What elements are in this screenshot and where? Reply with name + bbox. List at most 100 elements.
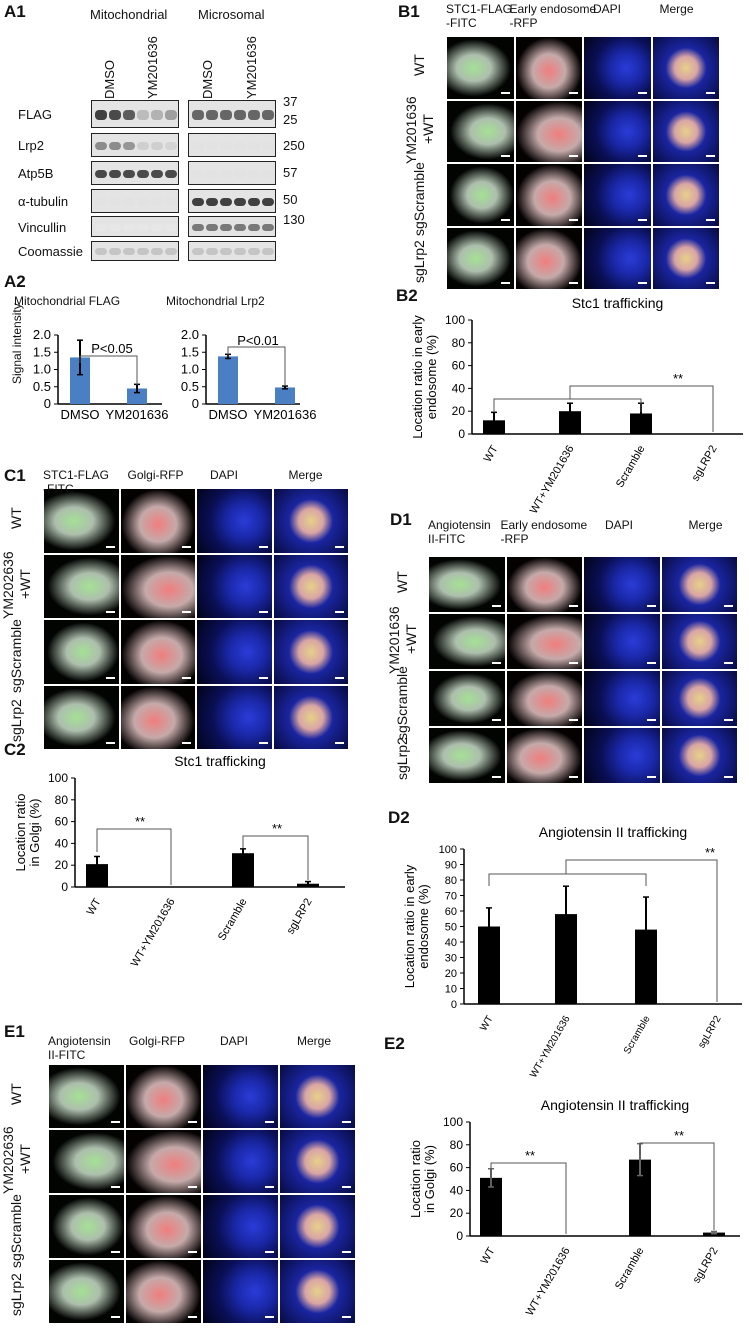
- significance-label: **: [525, 1148, 535, 1163]
- x-tick-label: YM201636: [106, 407, 169, 422]
- y-axis-label: in Golgi (%): [422, 1145, 437, 1213]
- panel-label-c2: C2: [4, 740, 26, 759]
- blot-strip: [188, 189, 276, 213]
- scale-bar: [637, 91, 647, 94]
- bracket-d2-group: [488, 873, 647, 886]
- row-label: sgScramble: [8, 1193, 24, 1268]
- blot-band: [192, 110, 204, 120]
- panel-label-a2: A2: [4, 272, 26, 291]
- micrograph-d1-r3-c1: [505, 727, 583, 784]
- scale-bar: [335, 742, 344, 744]
- chart-title: Angiotensin II trafficking: [539, 824, 687, 840]
- micrograph-c1-r2-c2: [196, 619, 273, 685]
- blot-band: [95, 169, 107, 179]
- y-tick-label: 0: [44, 396, 51, 411]
- blot-strip: [188, 161, 276, 185]
- chart-b2: 0 20 40 60 80 100 WT WT+YM201636 Scramble sgLRP2 S…: [410, 295, 743, 516]
- scale-bar: [569, 282, 578, 284]
- x-tick-label: Scramble: [613, 1246, 647, 1292]
- scale-bar: [188, 1121, 197, 1123]
- y-tick-label: 0.5: [181, 379, 199, 394]
- blot-band: [220, 110, 232, 120]
- blot-band: [220, 248, 232, 256]
- blot-band: [248, 169, 260, 179]
- scale-bar: [188, 1316, 197, 1318]
- x-tick-label: sgLRP2: [691, 1246, 721, 1286]
- micrograph-d1-r1-c2: [583, 613, 661, 670]
- column-header: Golgi-RFP: [129, 1034, 186, 1048]
- x-tick-label: WT: [85, 896, 104, 917]
- x-tick-label: DMSO: [61, 407, 100, 422]
- y-tick-label: 1.0: [33, 362, 51, 377]
- blot-band: [248, 110, 260, 120]
- y-tick-label: 60: [452, 359, 466, 373]
- blot-marker-label: 250: [283, 138, 305, 153]
- micrograph-e1-r0-c1: [125, 1064, 202, 1129]
- micrograph-c1-r0-c1: [119, 488, 196, 554]
- blot-band: [220, 223, 232, 231]
- micrograph-b1-r1-c1: [514, 99, 583, 163]
- x-tick-label: DMSO: [209, 407, 248, 422]
- y-tick-label: 100: [443, 1115, 463, 1129]
- panel-label-d1: D1: [390, 510, 412, 529]
- scale-bar: [706, 282, 715, 284]
- blot-band: [206, 169, 218, 179]
- micrograph-d1-r2-c2: [583, 670, 661, 727]
- blot-band: [262, 197, 274, 207]
- y-tick-label: 100: [48, 771, 68, 785]
- significance-label: P<0.05: [91, 341, 133, 356]
- y-tick-label: 20: [452, 404, 466, 418]
- bracket-e2-scr: **: [639, 1128, 715, 1230]
- scale-bar: [258, 676, 268, 679]
- micrograph-d1-r2-c0: [428, 670, 506, 727]
- scale-bar: [265, 1316, 274, 1318]
- row-label: WT: [411, 54, 427, 76]
- blot-band: [151, 248, 163, 256]
- blot-band: [220, 197, 232, 207]
- scale-bar: [500, 155, 510, 157]
- y-tick-label: 20: [445, 968, 457, 980]
- blot-band: [95, 197, 107, 207]
- blot-strip: [188, 216, 276, 237]
- micrograph-c1-r0-c2: [196, 488, 273, 554]
- blot-band: [151, 110, 163, 120]
- blot-band: [123, 141, 135, 151]
- scale-bar: [105, 676, 115, 679]
- blot-strip: [91, 100, 179, 128]
- scale-bar: [491, 605, 501, 607]
- column-header: Merge: [297, 1034, 332, 1048]
- scale-bar: [646, 662, 656, 664]
- scale-bar: [188, 1251, 197, 1253]
- panel-label-b2: B2: [396, 286, 418, 305]
- bar-a2-flag-0: [70, 357, 90, 404]
- blot-band: [262, 248, 274, 256]
- chart-e2: 0 20 40 60 80 100 WT WT+YM201636 Scramble sgLRP2 A…: [408, 1097, 740, 1318]
- y-tick-label: 60: [55, 815, 69, 829]
- blot-band: [151, 169, 163, 179]
- blot-band: [234, 197, 246, 207]
- blot-band: [137, 197, 149, 207]
- blot-band: [109, 141, 121, 151]
- micrograph-e1-r2-c1: [125, 1194, 202, 1259]
- row-label: sgLrp2: [394, 737, 410, 781]
- y-tick-label: 2.0: [33, 327, 51, 342]
- micrograph-e1-r2-c2: [202, 1194, 279, 1259]
- blot-band: [165, 197, 177, 207]
- column-header: Early endosome -RFP: [509, 2, 597, 30]
- blot-band: [165, 248, 177, 256]
- micrograph-c1-r1-c2: [196, 553, 273, 619]
- row-label: sgScramble: [411, 161, 427, 236]
- blot-band: [262, 169, 274, 179]
- row-label: YM202636: [0, 1126, 16, 1195]
- micrograph-e1-r0-c3: [279, 1064, 356, 1129]
- blot-band: [165, 223, 177, 231]
- micrograph-d1-r3-c3: [660, 727, 738, 784]
- scale-bar: [111, 1186, 120, 1188]
- significance-label: **: [673, 371, 683, 386]
- blot-band: [123, 110, 135, 120]
- scale-bar: [569, 91, 578, 94]
- blot-band: [95, 223, 107, 231]
- y-tick-label: 80: [450, 1138, 464, 1152]
- micrograph-e1-r1-c2: [202, 1129, 279, 1194]
